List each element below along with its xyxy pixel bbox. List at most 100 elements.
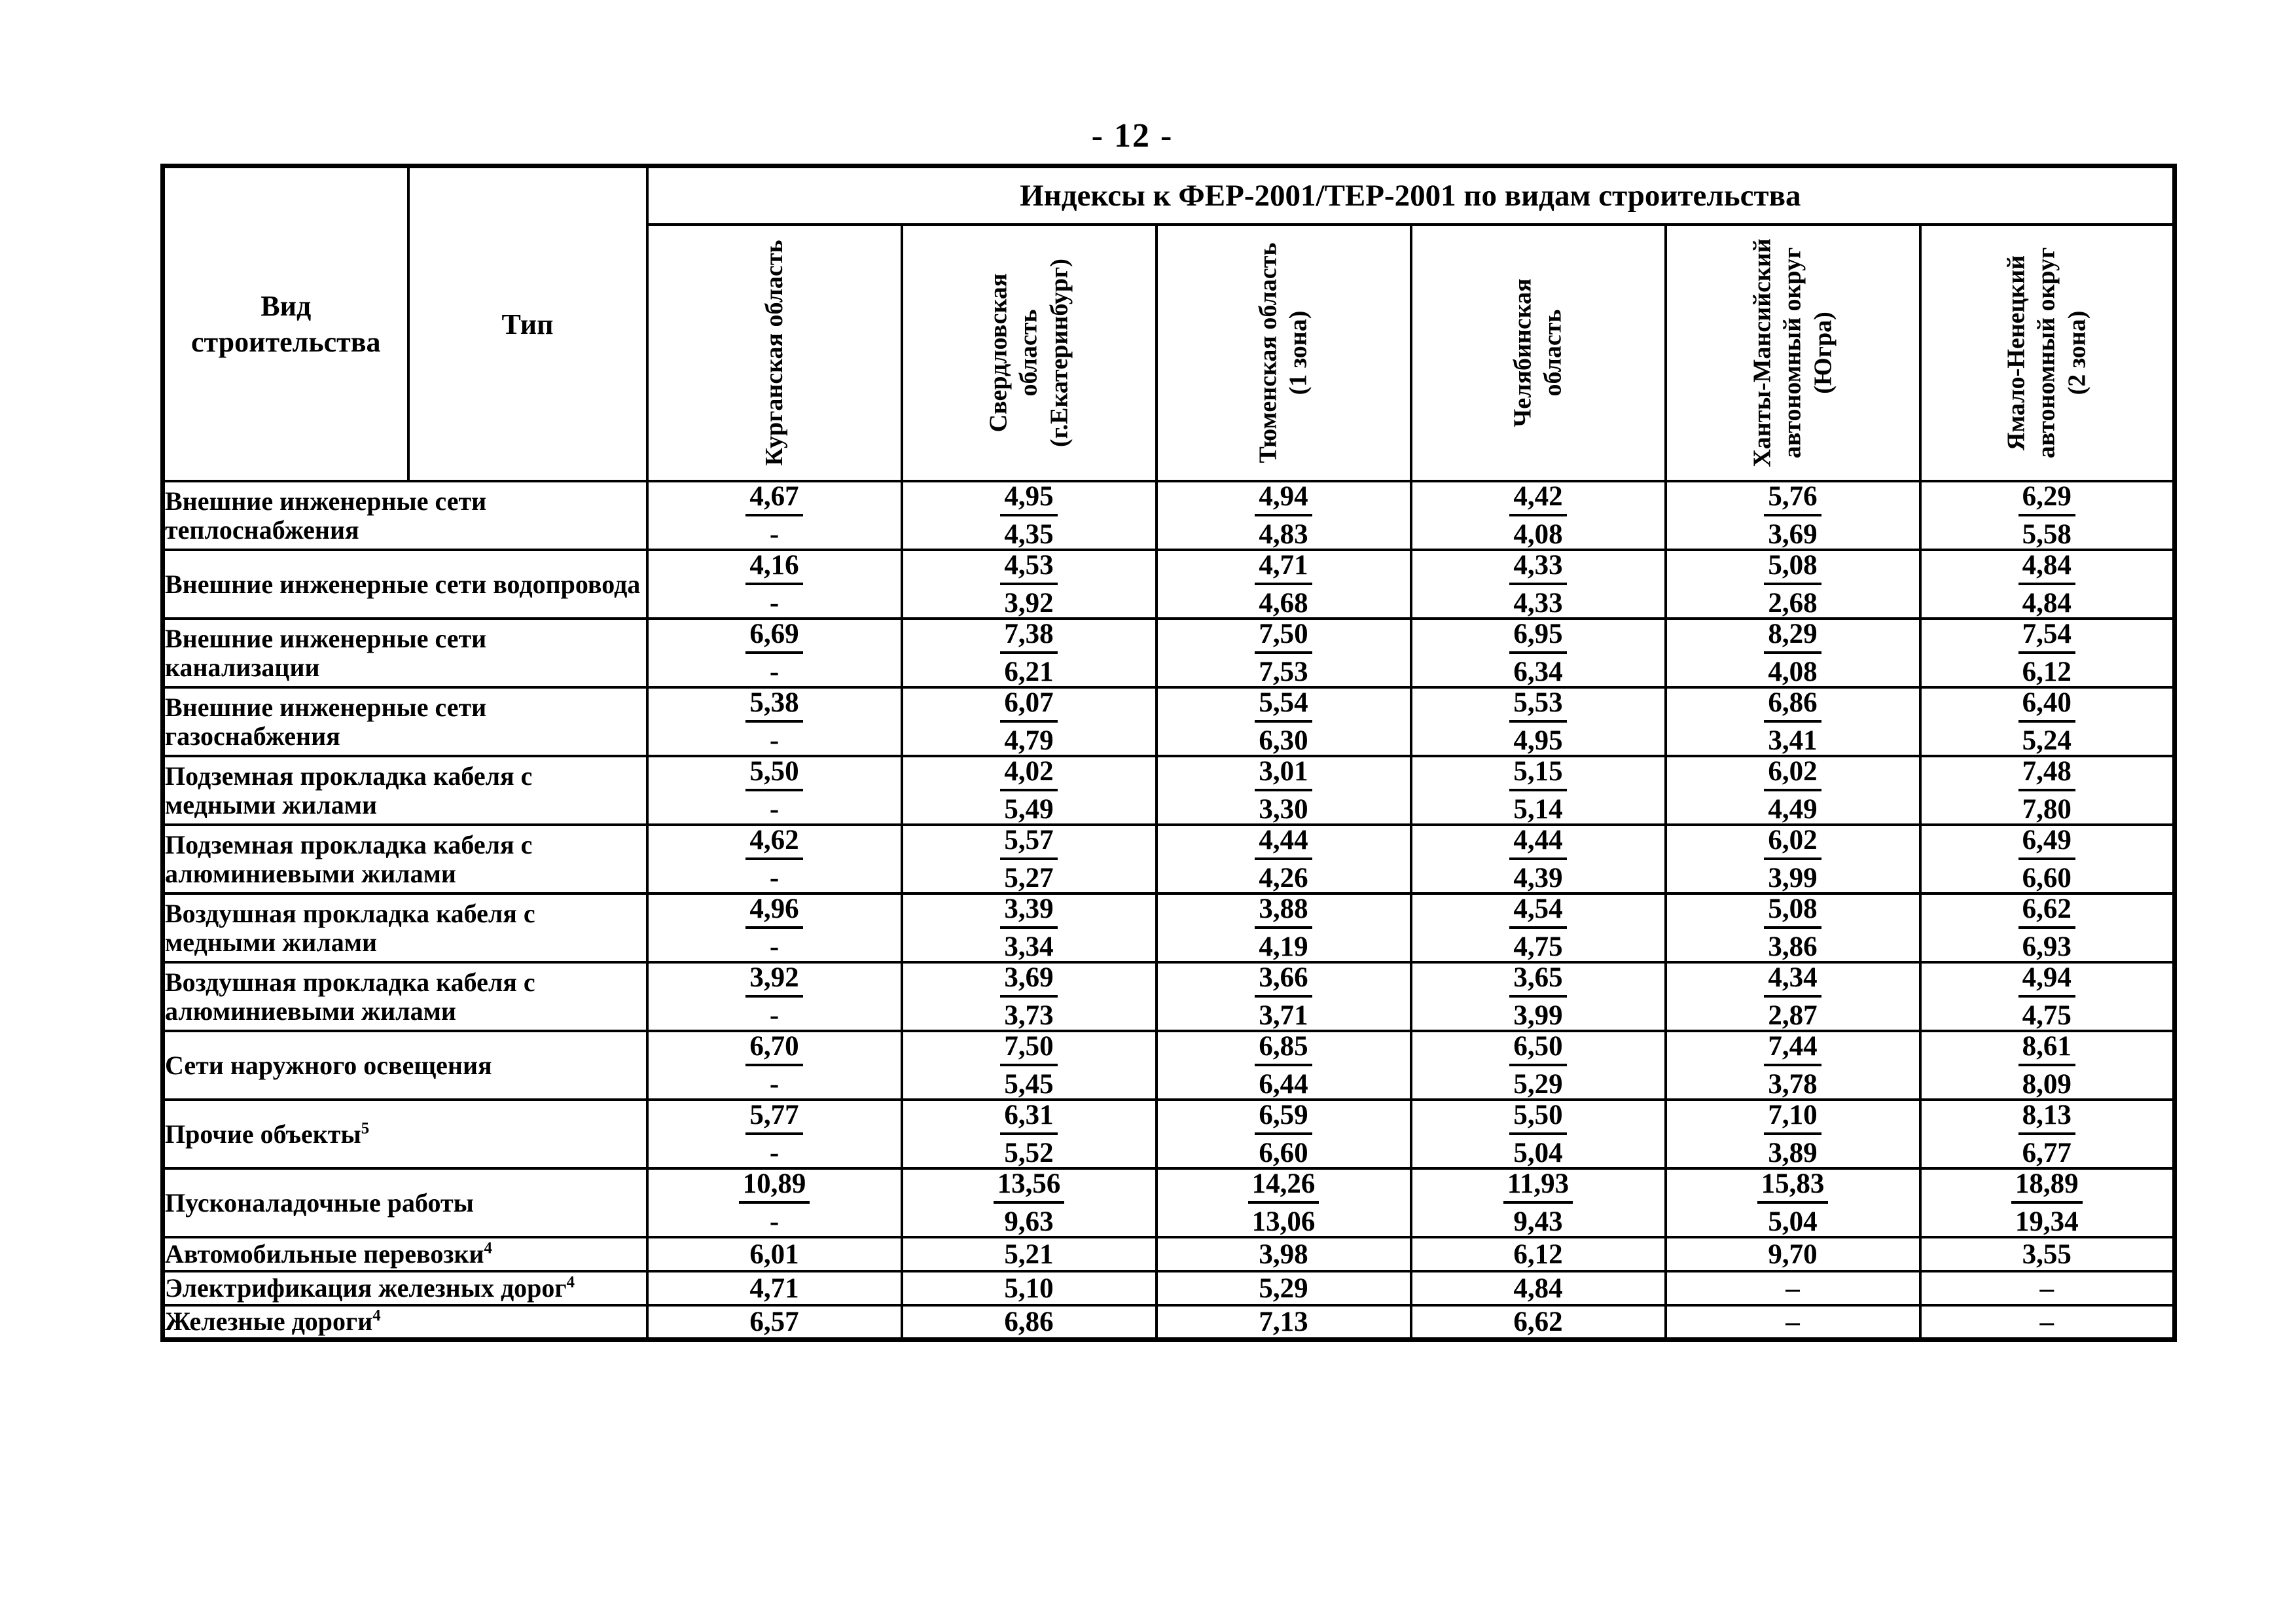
value-cell: 4,44 4,39 (1409, 823, 1667, 895)
value-cell: 11,93 9,43 (1409, 1167, 1667, 1238)
index-value-lower: 3,41 (1768, 725, 1818, 756)
value-cell: 5,08 3,86 (1664, 892, 1922, 964)
value-cell: 4,34 2,87 (1664, 961, 1922, 1032)
value-cell: 7,48 7,80 (1918, 755, 2176, 826)
index-value-lower: 5,27 (1004, 863, 1054, 893)
value-cell: 4,53 3,92 (900, 549, 1158, 620)
index-value-upper: 3,65 (1509, 965, 1567, 998)
region-header-label: Челябинская область (1509, 278, 1567, 427)
indices-table: Вид строительства Тип Индексы к ФЕР-2001… (160, 164, 2178, 1342)
table-title: Индексы к ФЕР-2001/ТЕР-2001 по видам стр… (645, 164, 2176, 226)
row-label: Прочие объекты5 (161, 1098, 649, 1170)
value-cell: 5,15 5,14 (1409, 755, 1667, 826)
index-value-upper: 7,48 (2018, 759, 2075, 791)
value-cell: 6,01 (645, 1236, 903, 1272)
index-value-lower: 4,26 (1259, 863, 1308, 893)
index-value-upper: 7,10 (1764, 1102, 1821, 1135)
value-cell: 6,57 (645, 1304, 903, 1341)
row-label: Внешние инженерные сети теплоснабжения (161, 480, 649, 551)
region-header-label: Свердловская область (г.Екатеринбург) (984, 259, 1073, 447)
region-header-label: Ямало-Ненецкий автономный округ (2 зона) (2002, 247, 2091, 459)
index-value-lower: 19,34 (2015, 1206, 2079, 1237)
index-value-upper: 3,69 (1000, 965, 1058, 998)
index-value-upper: 6,02 (1764, 827, 1821, 860)
row-label-text: Железные дороги (165, 1307, 373, 1337)
row-label-text: Автомобильные перевозки (165, 1239, 484, 1269)
index-value-lower: - (769, 657, 780, 687)
index-value-lower: - (769, 863, 780, 893)
table-header: Вид строительства Тип Индексы к ФЕР-2001… (161, 164, 2176, 482)
index-value-upper: 4,53 (1000, 552, 1058, 585)
region-header: Ханты-Мансийский автономный округ (Югра) (1664, 223, 1922, 482)
value-cell: 6,07 4,79 (900, 686, 1158, 757)
index-value-lower: - (769, 1000, 780, 1031)
value-cell: 7,50 7,53 (1155, 617, 1412, 689)
index-value-lower: - (769, 1206, 780, 1237)
index-value-lower: 3,30 (1259, 794, 1308, 825)
value-cell: 4,71 4,68 (1155, 549, 1412, 620)
index-value-lower: 5,04 (1513, 1138, 1563, 1168)
footnote-marker: 4 (566, 1273, 575, 1291)
value-cell: 3,01 3,30 (1155, 755, 1412, 826)
index-value-upper: 13,56 (993, 1171, 1065, 1204)
index-value-upper: 3,92 (745, 965, 803, 998)
index-value-upper: 4,02 (1000, 759, 1058, 791)
value-cell: 4,02 5,49 (900, 755, 1158, 826)
region-header-label: Ханты-Мансийский автономный округ (Югра) (1748, 238, 1837, 467)
index-value-upper: 4,44 (1255, 827, 1312, 860)
index-value-lower: 3,73 (1004, 1000, 1054, 1031)
footnote-marker: 5 (361, 1119, 370, 1138)
value-cell: 6,70- (645, 1030, 903, 1101)
index-value-lower: 5,45 (1004, 1069, 1054, 1100)
page-number: - 12 - (1091, 117, 1174, 154)
index-value-upper: 4,96 (745, 896, 803, 929)
index-value: 7,13 (1259, 1306, 1308, 1337)
value-cell: 4,84 4,84 (1918, 549, 2176, 620)
index-value-upper: 4,94 (1255, 484, 1312, 516)
index-value-lower: 4,79 (1004, 725, 1054, 756)
value-cell: 3,66 3,71 (1155, 961, 1412, 1032)
index-value-upper: 6,70 (745, 1034, 803, 1066)
index-value-upper: 5,54 (1255, 690, 1312, 723)
index-value-upper: 4,62 (745, 827, 803, 860)
index-value-lower: 3,69 (1768, 519, 1818, 550)
index-value-lower: 6,60 (1259, 1138, 1308, 1168)
value-cell: 5,76 3,69 (1664, 480, 1922, 551)
value-cell: – (1664, 1270, 1922, 1307)
value-cell: 6,50 5,29 (1409, 1030, 1667, 1101)
index-value-upper: 4,42 (1509, 484, 1567, 516)
index-value-lower: 5,04 (1768, 1206, 1818, 1237)
region-header-label: Курганская область (760, 240, 788, 466)
value-cell: 3,88 4,19 (1155, 892, 1412, 964)
value-cell: 5,50 5,04 (1409, 1098, 1667, 1170)
value-cell: 4,67- (645, 480, 903, 551)
value-cell: 10,89- (645, 1167, 903, 1238)
value-cell: 4,71 (645, 1270, 903, 1307)
value-cell: 4,33 4,33 (1409, 549, 1667, 620)
index-value-upper: 5,57 (1000, 827, 1058, 860)
index-value-upper: 6,86 (1764, 690, 1821, 723)
index-value-lower: - (769, 1138, 780, 1168)
index-value-upper: 7,54 (2018, 621, 2075, 654)
value-cell: – (1664, 1304, 1922, 1341)
index-value-upper: 4,95 (1000, 484, 1058, 516)
table-row: Внешние инженерные сети теплоснабжения 4,… (161, 480, 2176, 551)
index-value: 3,55 (2022, 1238, 2072, 1270)
table-body: Внешние инженерные сети теплоснабжения 4,… (161, 480, 2176, 1341)
index-value-upper: 5,08 (1764, 552, 1821, 585)
index-value-lower: 3,99 (1513, 1000, 1563, 1031)
index-value-lower: 6,44 (1259, 1069, 1308, 1100)
index-value-upper: 6,02 (1764, 759, 1821, 791)
index-value-lower: 6,30 (1259, 725, 1308, 756)
index-value-upper: 6,95 (1509, 621, 1567, 654)
value-cell: 7,50 5,45 (900, 1030, 1158, 1101)
value-cell: 8,13 6,77 (1918, 1098, 2176, 1170)
index-value-lower: 3,99 (1768, 863, 1818, 893)
value-cell: 5,50- (645, 755, 903, 826)
index-value-upper: 3,39 (1000, 896, 1058, 929)
index-value-upper: 7,50 (1000, 1034, 1058, 1066)
index-value-lower: - (769, 931, 780, 962)
index-value-lower: 6,93 (2022, 931, 2072, 962)
index-value: 4,84 (1513, 1272, 1563, 1304)
